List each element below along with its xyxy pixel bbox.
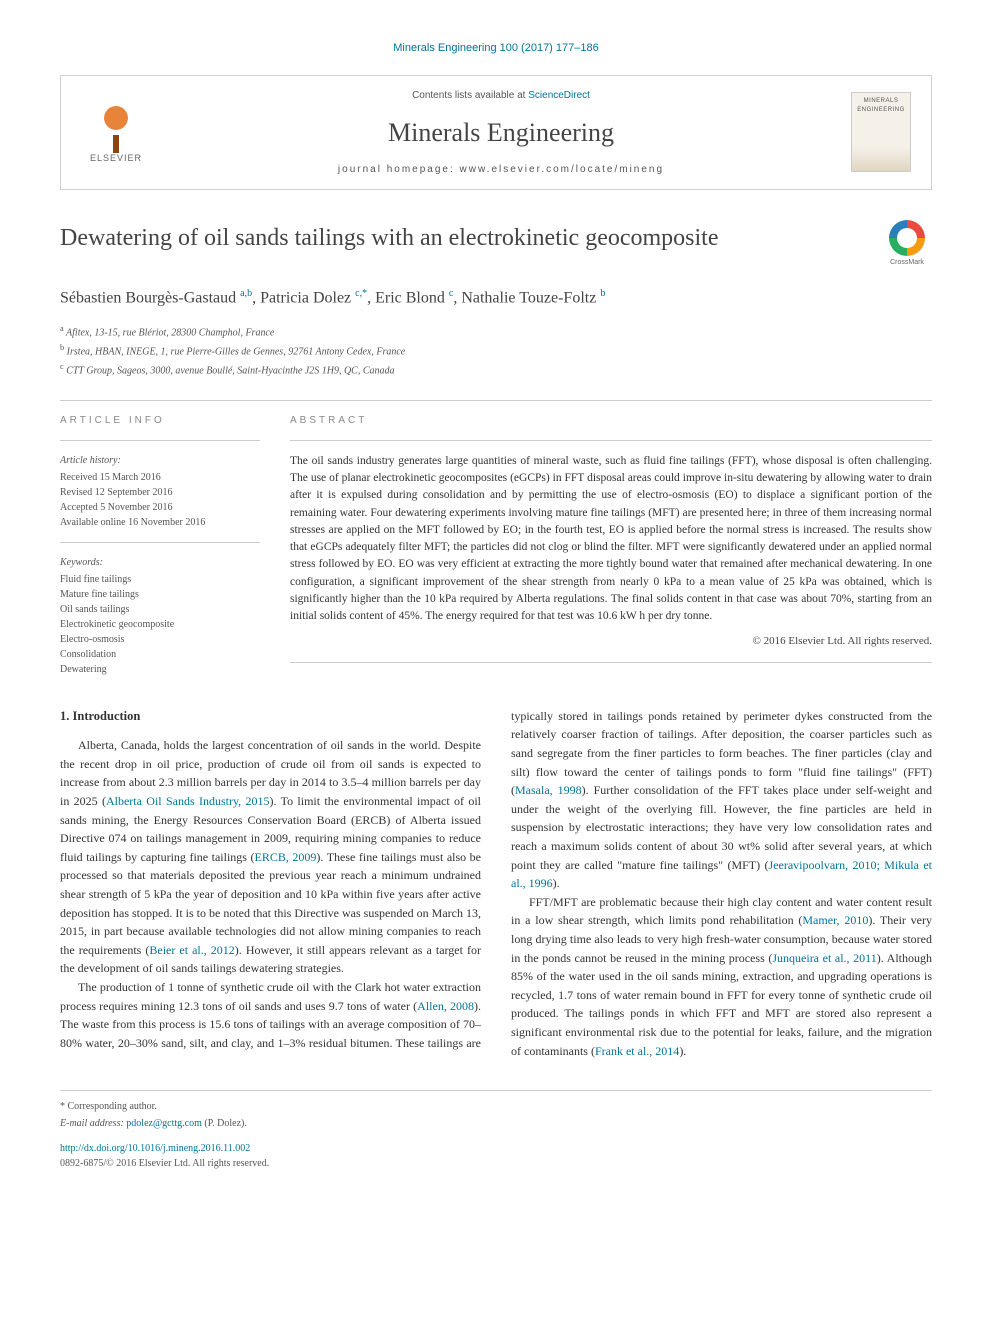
citation-line: Minerals Engineering 100 (2017) 177–186 — [60, 40, 932, 57]
info-divider — [60, 440, 260, 441]
elsevier-tree-icon — [91, 98, 141, 148]
crossmark-badge[interactable]: CrossMark — [882, 220, 932, 270]
email-person: (P. Dolez). — [202, 1118, 247, 1129]
keywords-label: Keywords: — [60, 555, 260, 570]
section-title: Introduction — [73, 709, 141, 723]
keywords-list: Fluid fine tailingsMature fine tailingsO… — [60, 572, 260, 677]
section-number: 1. — [60, 709, 69, 723]
info-divider-2 — [60, 542, 260, 543]
homepage-prefix: journal homepage: — [338, 164, 460, 175]
journal-header: ELSEVIER Contents lists available at Sci… — [60, 75, 932, 190]
divider — [60, 400, 932, 401]
contents-prefix: Contents lists available at — [412, 90, 528, 101]
abstract-copyright: © 2016 Elsevier Ltd. All rights reserved… — [290, 633, 932, 650]
publisher-name: ELSEVIER — [90, 152, 142, 166]
article-info-heading: ARTICLE INFO — [60, 413, 260, 428]
corresponding-author-note: * Corresponding author. — [60, 1099, 932, 1114]
contents-available: Contents lists available at ScienceDirec… — [151, 88, 851, 103]
homepage-url[interactable]: www.elsevier.com/locate/mineng — [460, 164, 665, 175]
section-heading: 1. Introduction — [60, 707, 481, 726]
abstract-column: ABSTRACT The oil sands industry generate… — [290, 413, 932, 677]
abstract-heading: ABSTRACT — [290, 413, 932, 428]
article-title: Dewatering of oil sands tailings with an… — [60, 220, 862, 256]
issn-copyright: 0892-6875/© 2016 Elsevier Ltd. All right… — [60, 1156, 932, 1171]
abstract-divider-2 — [290, 662, 932, 663]
history-list: Received 15 March 2016Revised 12 Septemb… — [60, 470, 260, 530]
cover-title: MINERALS ENGINEERING — [852, 93, 910, 119]
elsevier-logo: ELSEVIER — [81, 92, 151, 172]
crossmark-icon — [889, 220, 925, 256]
abstract-divider — [290, 440, 932, 441]
body-text: 1. Introduction Alberta, Canada, holds t… — [60, 707, 932, 1060]
doi-link[interactable]: http://dx.doi.org/10.1016/j.mineng.2016.… — [60, 1143, 250, 1154]
journal-cover-thumb: MINERALS ENGINEERING — [851, 92, 911, 172]
abstract-text: The oil sands industry generates large q… — [290, 453, 932, 626]
journal-homepage: journal homepage: www.elsevier.com/locat… — [151, 162, 851, 177]
crossmark-label: CrossMark — [890, 258, 924, 269]
journal-title: Minerals Engineering — [151, 113, 851, 152]
sciencedirect-link[interactable]: ScienceDirect — [528, 90, 590, 101]
affiliations: a Afitex, 13-15, rue Blériot, 28300 Cham… — [60, 322, 932, 380]
article-info-column: ARTICLE INFO Article history: Received 1… — [60, 413, 260, 677]
page-footer: * Corresponding author. E-mail address: … — [60, 1090, 932, 1171]
history-label: Article history: — [60, 453, 260, 468]
author-list: Sébastien Bourgès-Gastaud a,b, Patricia … — [60, 286, 932, 310]
email-label: E-mail address: — [60, 1118, 126, 1129]
email-line: E-mail address: pdolez@gcttg.com (P. Dol… — [60, 1116, 932, 1131]
corresponding-email[interactable]: pdolez@gcttg.com — [126, 1118, 202, 1129]
